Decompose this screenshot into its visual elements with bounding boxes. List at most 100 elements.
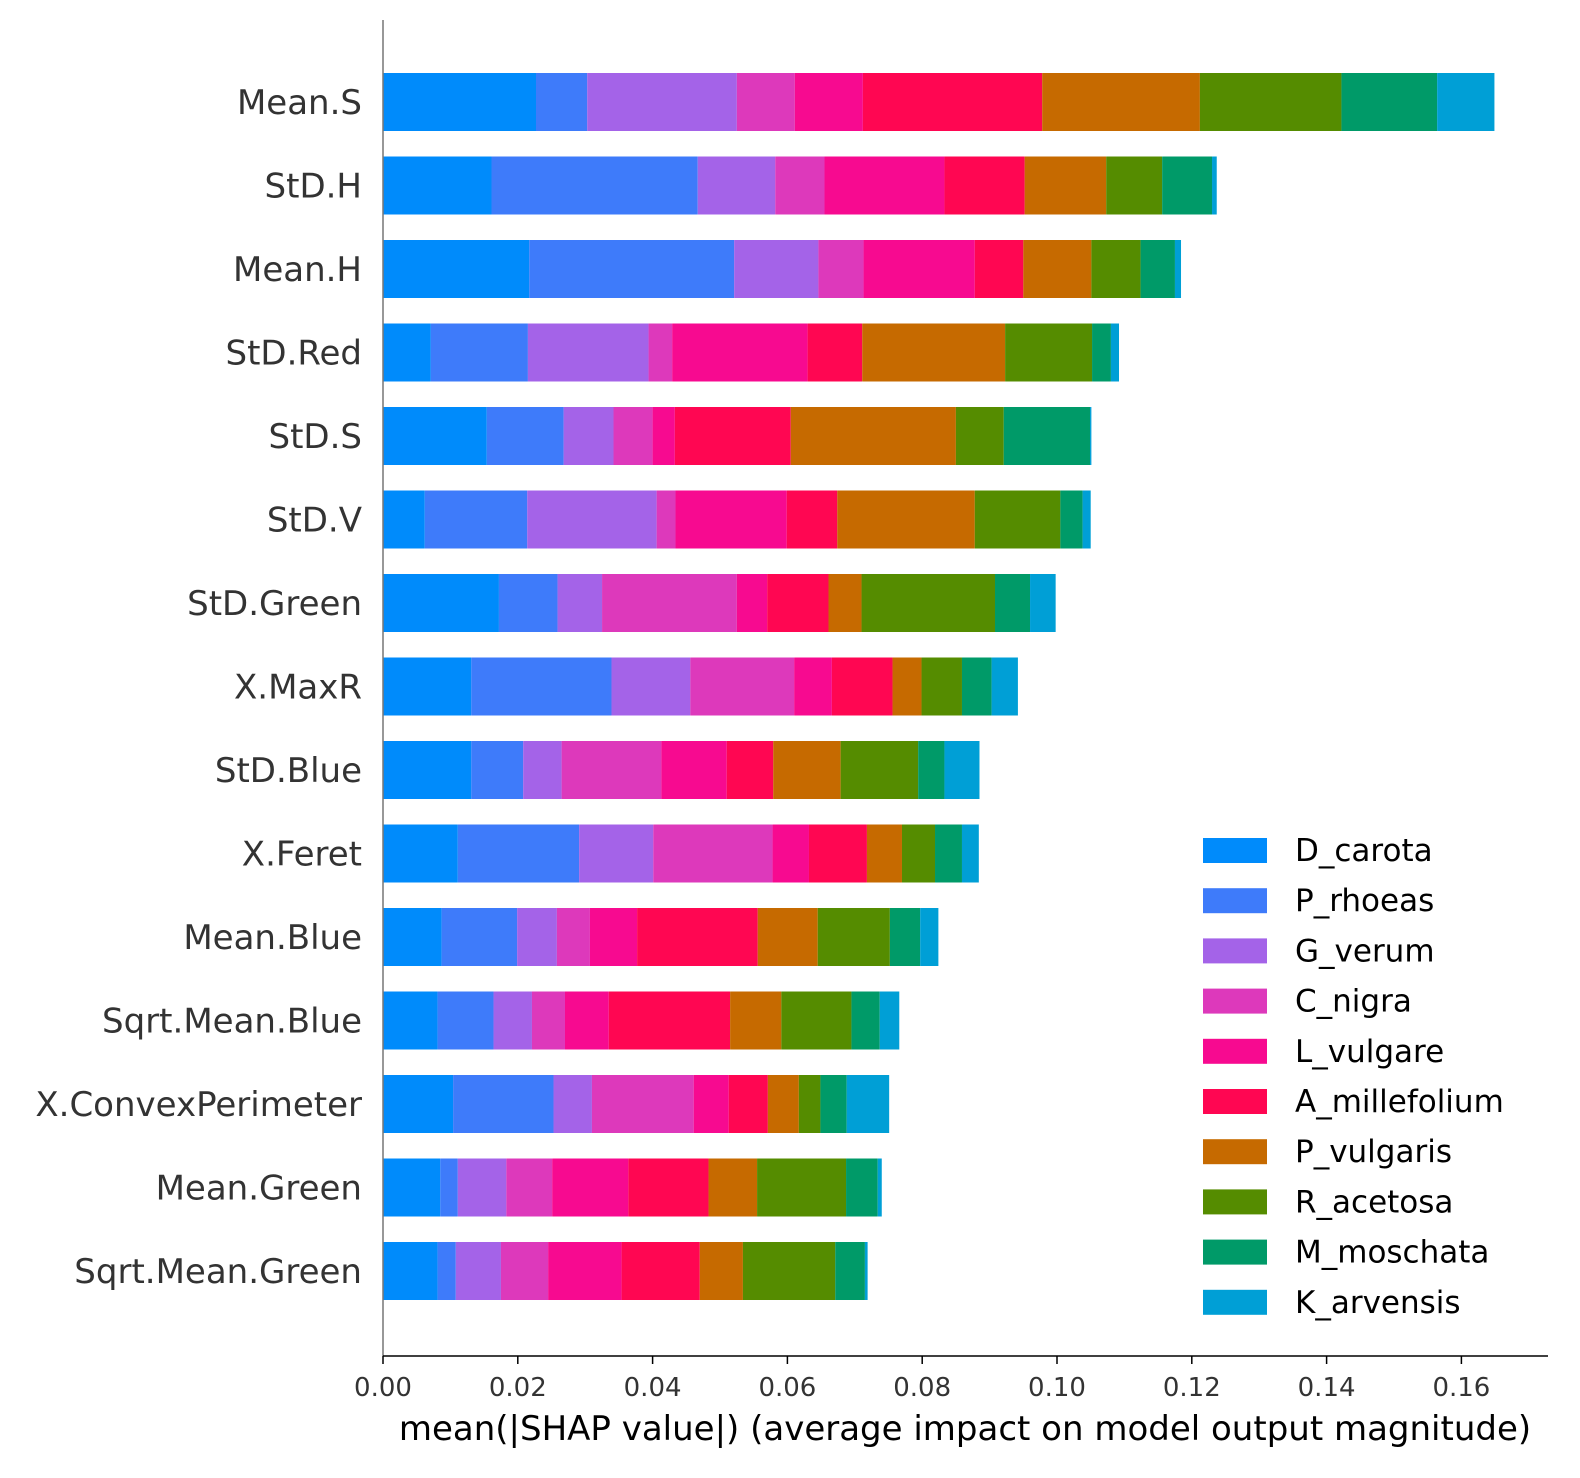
bar-segment-G_verum-Mean.H	[734, 240, 819, 298]
bar-segment-R_acetosa-Sqrt.Mean.Blue	[781, 991, 852, 1050]
bar-segment-P_vulgaris-Mean.S	[1042, 73, 1200, 131]
bar-segment-C_nigra-Sqrt.Mean.Green	[500, 1242, 549, 1300]
bar-segment-P_vulgaris-StD.Blue	[773, 741, 841, 799]
bar-segment-K_arvensis-Mean.Green	[877, 1158, 882, 1217]
bar-segment-P_vulgaris-Mean.H	[1023, 240, 1092, 298]
bar-segment-D_carota-StD.Blue	[383, 741, 472, 799]
bar-segment-L_vulgare-X.ConvexPerimeter	[693, 1075, 729, 1133]
legend-label: A_millefolium	[1295, 1084, 1504, 1120]
bar-segment-A_millefolium-Mean.H	[974, 240, 1024, 298]
x-tick-label: 0.00	[354, 1373, 412, 1403]
bar-segment-L_vulgare-Mean.S	[794, 73, 863, 131]
bar-segment-C_nigra-StD.Red	[648, 323, 673, 382]
bar-segment-L_vulgare-Sqrt.Mean.Green	[548, 1242, 622, 1300]
bar-segment-C_nigra-Mean.Blue	[556, 908, 590, 966]
bar-segment-D_carota-StD.H	[383, 156, 492, 215]
bar-segment-P_rhoeas-StD.Blue	[471, 741, 524, 799]
bar-segment-P_rhoeas-StD.Red	[430, 323, 528, 382]
bar-segment-M_moschata-StD.Blue	[918, 741, 945, 799]
bar-segment-P_rhoeas-StD.S	[486, 407, 564, 465]
legend-label: P_vulgaris	[1295, 1134, 1452, 1170]
category-label: X.ConvexPerimeter	[35, 1085, 362, 1125]
bar-segment-D_carota-StD.S	[383, 407, 487, 465]
bar-segment-K_arvensis-X.MaxR	[991, 657, 1018, 716]
x-tick-label: 0.14	[1298, 1373, 1356, 1403]
bar-segment-M_moschata-StD.Red	[1092, 323, 1111, 382]
bar-segment-C_nigra-Mean.S	[736, 73, 795, 131]
bar-segment-P_rhoeas-X.Feret	[457, 824, 580, 883]
bar-segment-K_arvensis-Sqrt.Mean.Blue	[879, 991, 900, 1050]
bar-segment-A_millefolium-X.MaxR	[831, 657, 893, 716]
legend-swatch-D_carota	[1203, 838, 1267, 863]
bar-segment-P_vulgaris-X.ConvexPerimeter	[767, 1075, 799, 1133]
bar-segment-C_nigra-Sqrt.Mean.Blue	[531, 991, 565, 1050]
bar-segment-G_verum-Mean.S	[587, 73, 737, 131]
bar-segment-C_nigra-StD.V	[656, 490, 676, 549]
bar-segment-G_verum-StD.Blue	[523, 741, 562, 799]
category-label: StD.V	[267, 501, 362, 541]
legend-label: C_nigra	[1295, 984, 1412, 1020]
bar-segment-D_carota-StD.Green	[383, 574, 499, 632]
legend-label: P_rhoeas	[1295, 883, 1434, 919]
bar-segment-P_vulgaris-StD.S	[790, 407, 956, 465]
bar-segment-P_vulgaris-StD.Green	[828, 574, 862, 632]
bar-segment-L_vulgare-StD.Red	[672, 323, 808, 382]
bar-segment-P_rhoeas-X.ConvexPerimeter	[453, 1075, 554, 1133]
bar-segment-A_millefolium-StD.Red	[807, 323, 863, 382]
bar-segment-G_verum-Sqrt.Mean.Blue	[493, 991, 532, 1050]
bar-segment-L_vulgare-Mean.Blue	[589, 908, 638, 966]
bar-segment-P_rhoeas-Mean.H	[529, 240, 735, 298]
bar-segment-M_moschata-Mean.Green	[846, 1158, 878, 1217]
bar-segment-R_acetosa-Mean.Green	[757, 1158, 847, 1217]
bar-segment-G_verum-X.Feret	[579, 824, 654, 883]
bar-segment-P_vulgaris-Mean.Blue	[757, 908, 818, 966]
bar-segment-G_verum-StD.S	[563, 407, 614, 465]
bar-segment-C_nigra-StD.S	[613, 407, 653, 465]
bar-segment-G_verum-StD.Green	[557, 574, 603, 632]
bar-segment-K_arvensis-Mean.H	[1174, 240, 1182, 298]
bar-segment-C_nigra-StD.Green	[602, 574, 737, 632]
bar-segment-R_acetosa-Sqrt.Mean.Green	[742, 1242, 836, 1300]
legend-swatch-G_verum	[1203, 938, 1267, 964]
bar-segment-G_verum-StD.Red	[527, 323, 649, 382]
legend-label: M_moschata	[1295, 1235, 1489, 1271]
bar-segment-D_carota-Mean.S	[383, 73, 536, 131]
bar-segment-P_rhoeas-StD.Green	[498, 574, 558, 632]
bar-segment-G_verum-Sqrt.Mean.Green	[455, 1242, 501, 1300]
bar-segment-G_verum-Mean.Green	[457, 1158, 507, 1217]
bar-segment-M_moschata-Mean.Blue	[889, 908, 921, 966]
bar-segment-D_carota-StD.V	[383, 490, 425, 549]
category-label: StD.Green	[187, 584, 362, 624]
bar-segment-R_acetosa-StD.Red	[1005, 323, 1093, 382]
bar-segment-C_nigra-X.Feret	[653, 824, 773, 883]
bar-segment-C_nigra-StD.Blue	[561, 741, 662, 799]
bar-segment-R_acetosa-Mean.Blue	[817, 908, 890, 966]
bar-segment-R_acetosa-StD.Green	[861, 574, 995, 632]
bar-segment-C_nigra-StD.H	[775, 156, 825, 215]
category-label: Mean.H	[233, 250, 362, 290]
category-label: StD.Red	[226, 334, 363, 374]
x-tick-label: 0.12	[1163, 1373, 1221, 1403]
category-label: Mean.S	[237, 83, 362, 123]
bar-segment-P_vulgaris-X.Feret	[866, 824, 902, 883]
legend-swatch-P_vulgaris	[1203, 1139, 1267, 1165]
bar-segment-R_acetosa-Mean.H	[1091, 240, 1141, 298]
bar-segment-P_rhoeas-X.MaxR	[471, 657, 612, 716]
bar-segment-P_vulgaris-StD.Red	[862, 323, 1006, 382]
bar-segment-R_acetosa-StD.V	[974, 490, 1061, 549]
category-label: StD.S	[269, 417, 362, 457]
x-tick-label: 0.16	[1432, 1373, 1490, 1403]
legend-swatch-P_rhoeas	[1203, 888, 1267, 914]
bar-segment-K_arvensis-StD.H	[1212, 156, 1217, 215]
bar-segment-P_rhoeas-StD.H	[491, 156, 698, 215]
bar-segment-L_vulgare-StD.V	[675, 490, 787, 549]
bar-segment-A_millefolium-Mean.S	[862, 73, 1043, 131]
bars-layer	[383, 73, 1495, 1300]
bar-segment-A_millefolium-StD.S	[674, 407, 791, 465]
bar-segment-M_moschata-Sqrt.Mean.Blue	[851, 991, 880, 1050]
bar-segment-R_acetosa-X.MaxR	[921, 657, 962, 716]
bar-segment-G_verum-StD.H	[697, 156, 776, 215]
bar-segment-K_arvensis-StD.Red	[1110, 323, 1120, 382]
bar-segment-P_vulgaris-StD.V	[837, 490, 975, 549]
bar-segment-M_moschata-StD.V	[1060, 490, 1083, 549]
